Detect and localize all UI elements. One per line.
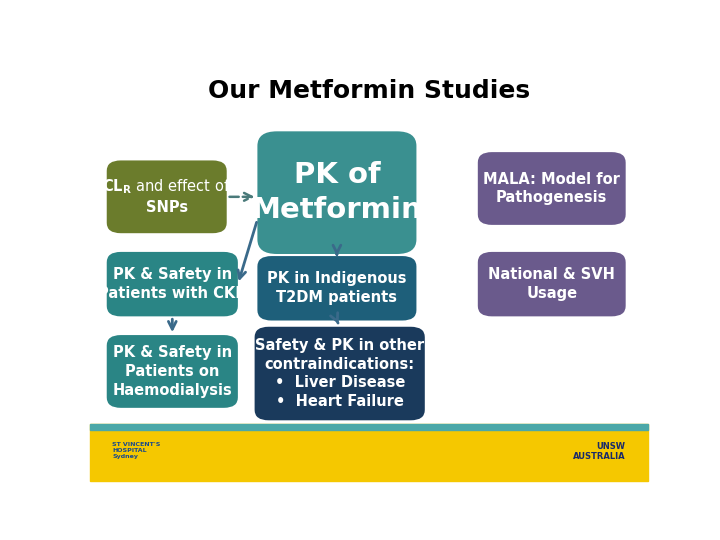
Text: ST VINCENT'S
HOSPITAL
Sydney: ST VINCENT'S HOSPITAL Sydney xyxy=(112,442,161,459)
FancyBboxPatch shape xyxy=(255,327,425,420)
Text: $\mathbf{CL_R}$ and effect of: $\mathbf{CL_R}$ and effect of xyxy=(102,177,231,196)
Text: PK & Safety in
Patients on
Haemodialysis: PK & Safety in Patients on Haemodialysis xyxy=(112,346,232,397)
FancyBboxPatch shape xyxy=(258,256,416,321)
Text: PK of
Metformin: PK of Metformin xyxy=(251,161,423,224)
FancyBboxPatch shape xyxy=(107,252,238,316)
Text: UNSW
AUSTRALIA: UNSW AUSTRALIA xyxy=(573,442,626,461)
Bar xyxy=(90,424,648,481)
Text: MALA: Model for
Pathogenesis: MALA: Model for Pathogenesis xyxy=(483,172,620,205)
FancyBboxPatch shape xyxy=(258,131,416,254)
Bar xyxy=(90,424,648,430)
FancyBboxPatch shape xyxy=(107,160,227,233)
Text: Our Metformin Studies: Our Metformin Studies xyxy=(208,79,530,103)
FancyBboxPatch shape xyxy=(107,335,238,408)
FancyBboxPatch shape xyxy=(478,152,626,225)
FancyBboxPatch shape xyxy=(478,252,626,316)
Text: PK in Indigenous
T2DM patients: PK in Indigenous T2DM patients xyxy=(267,272,407,305)
Text: PK & Safety in
Patients with CKD: PK & Safety in Patients with CKD xyxy=(98,267,247,301)
Text: SNPs: SNPs xyxy=(145,200,188,215)
Text: National & SVH
Usage: National & SVH Usage xyxy=(488,267,615,301)
Text: Safety & PK in other
contraindications:
•  Liver Disease
•  Heart Failure: Safety & PK in other contraindications: … xyxy=(255,338,424,409)
